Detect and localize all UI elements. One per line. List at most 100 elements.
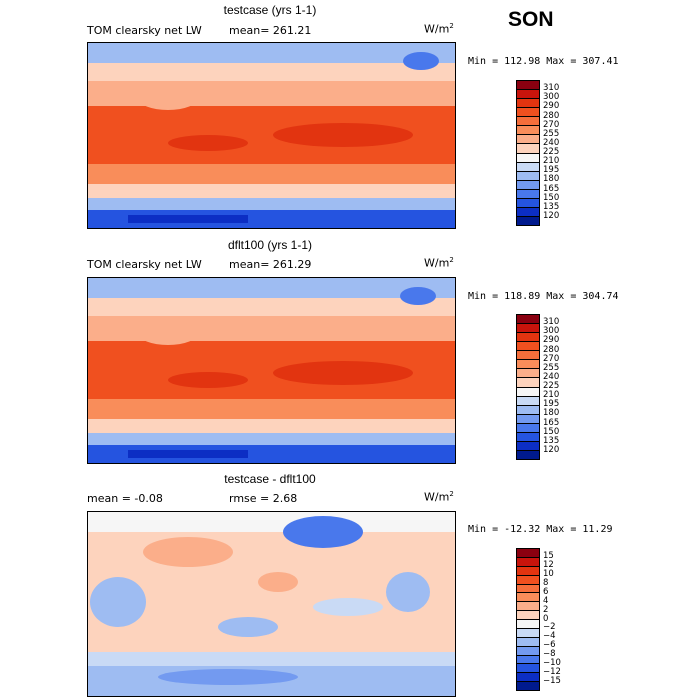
colorbar-tick-label: 120: [543, 444, 560, 455]
colorbar-tick-label: 195: [543, 399, 560, 410]
panel3-map: [87, 511, 456, 697]
colorbar-tick-label: 195: [543, 165, 560, 176]
colorbar-swatch: [517, 387, 539, 397]
colorbar-tick-label: 6: [543, 586, 549, 597]
colorbar-swatch: [517, 180, 539, 190]
colorbar-swatch: [517, 189, 539, 199]
colorbar-tick-label: 180: [543, 174, 560, 185]
colorbar-swatch: [517, 566, 539, 576]
colorbar-tick-label: −4: [543, 631, 556, 642]
colorbar-swatch: [517, 673, 539, 683]
colorbar-swatch: [517, 360, 539, 370]
colorbar-tick-label: −2: [543, 622, 556, 633]
colorbar-swatch: [517, 198, 539, 208]
colorbar-tick-label: 0: [543, 613, 549, 624]
panel2-minmax: Min = 118.89 Max = 304.74: [468, 291, 619, 302]
panel1-colorbar-ticks: 310 300 290 280 270 255 240 225 210 195 180 165 150 1…: [543, 80, 583, 226]
colorbar-swatch: [517, 557, 539, 567]
colorbar-swatch: [517, 378, 539, 388]
colorbar-swatch: [517, 153, 539, 163]
colorbar-tick-label: 270: [543, 353, 560, 364]
panel1-units: W/m2: [424, 22, 454, 36]
colorbar-swatch: [517, 664, 539, 674]
colorbar-swatch: [517, 99, 539, 109]
colorbar-tick-label: 225: [543, 147, 560, 157]
colorbar-tick-label: −15: [543, 676, 561, 687]
colorbar-swatch: [517, 682, 539, 690]
colorbar-swatch: [517, 117, 539, 127]
colorbar-tick-label: 310: [543, 83, 560, 94]
colorbar-swatch: [517, 441, 539, 451]
panel3-title: testcase - dflt100: [224, 472, 316, 486]
colorbar-tick-label: 240: [543, 371, 560, 382]
colorbar-swatch: [517, 135, 539, 145]
panel3-contour-field: [88, 512, 455, 696]
colorbar-tick-label: −10: [543, 658, 561, 669]
colorbar-swatch: [517, 620, 539, 629]
colorbar-tick-label: 15: [543, 550, 554, 561]
colorbar-tick-label: −12: [543, 667, 561, 678]
colorbar-swatch: [517, 171, 539, 181]
colorbar-swatch: [517, 324, 539, 334]
panel1-contour-field: [88, 43, 455, 228]
colorbar-swatch: [517, 637, 539, 647]
colorbar-tick-label: 165: [543, 183, 560, 194]
colorbar-tick-label: 290: [543, 335, 560, 346]
colorbar-swatch: [517, 405, 539, 415]
panel2-title: dflt100 (yrs 1-1): [227, 238, 313, 252]
colorbar-swatch: [517, 369, 539, 379]
panel2-colorbar-ticks: 310 300 290 280 270 255 240 225 210 195 180 165 150 1…: [543, 314, 583, 460]
colorbar-swatch: [517, 584, 539, 594]
colorbar-tick-label: 12: [543, 559, 554, 570]
colorbar-tick-label: 290: [543, 101, 560, 112]
colorbar-swatch: [517, 549, 539, 558]
panel2-units: W/m2: [424, 256, 454, 270]
colorbar-swatch: [517, 342, 539, 352]
colorbar-swatch: [517, 602, 539, 612]
colorbar-swatch: [517, 414, 539, 424]
colorbar-swatch: [517, 396, 539, 406]
colorbar-swatch: [517, 81, 539, 91]
panel3-rmse-label: rmse = 2.68: [229, 492, 298, 505]
colorbar-tick-label: 300: [543, 92, 560, 103]
panel2-mean-label: mean= 261.29: [229, 258, 312, 271]
colorbar-tick-label: −6: [543, 640, 556, 651]
colorbar-swatch: [517, 216, 539, 225]
panel3-minmax: Min = -12.32 Max = 11.29: [468, 524, 613, 535]
colorbar-tick-label: −8: [543, 649, 556, 660]
colorbar-tick-label: 255: [543, 362, 560, 373]
colorbar-tick-label: 150: [543, 426, 560, 437]
colorbar-swatch: [517, 144, 539, 154]
panel2-map: [87, 277, 456, 464]
panel1-title: testcase (yrs 1-1): [223, 3, 317, 17]
panel1-colorbar: [516, 80, 540, 226]
colorbar-swatch: [517, 108, 539, 118]
colorbar-tick-label: 240: [543, 137, 560, 148]
colorbar-swatch: [517, 655, 539, 665]
panel2-contour-field: [88, 278, 455, 463]
colorbar-swatch: [517, 432, 539, 442]
panel1-minmax: Min = 112.98 Max = 307.41: [468, 56, 619, 67]
colorbar-swatch: [517, 628, 539, 638]
colorbar-tick-label: 300: [543, 326, 560, 337]
colorbar-swatch: [517, 423, 539, 433]
colorbar-tick-label: 2: [543, 604, 549, 615]
panel3-mean-label: mean = -0.08: [87, 492, 163, 505]
colorbar-swatch: [517, 90, 539, 100]
colorbar-tick-label: 255: [543, 128, 560, 139]
colorbar-tick-label: 135: [543, 201, 560, 212]
colorbar-tick-label: 165: [543, 417, 560, 428]
panel3-colorbar: [516, 548, 540, 691]
panel1-mean-label: mean= 261.21: [229, 24, 312, 37]
season-label: SON: [508, 8, 554, 31]
colorbar-swatch: [517, 646, 539, 656]
colorbar-tick-label: 210: [543, 390, 560, 401]
colorbar-tick-label: 180: [543, 408, 560, 419]
colorbar-swatch: [517, 351, 539, 361]
colorbar-tick-label: 120: [543, 210, 560, 221]
colorbar-swatch: [517, 162, 539, 172]
colorbar-tick-label: 310: [543, 317, 560, 328]
colorbar-tick-label: 8: [543, 577, 549, 588]
panel3-units: W/m2: [424, 490, 454, 504]
colorbar-swatch: [517, 593, 539, 603]
